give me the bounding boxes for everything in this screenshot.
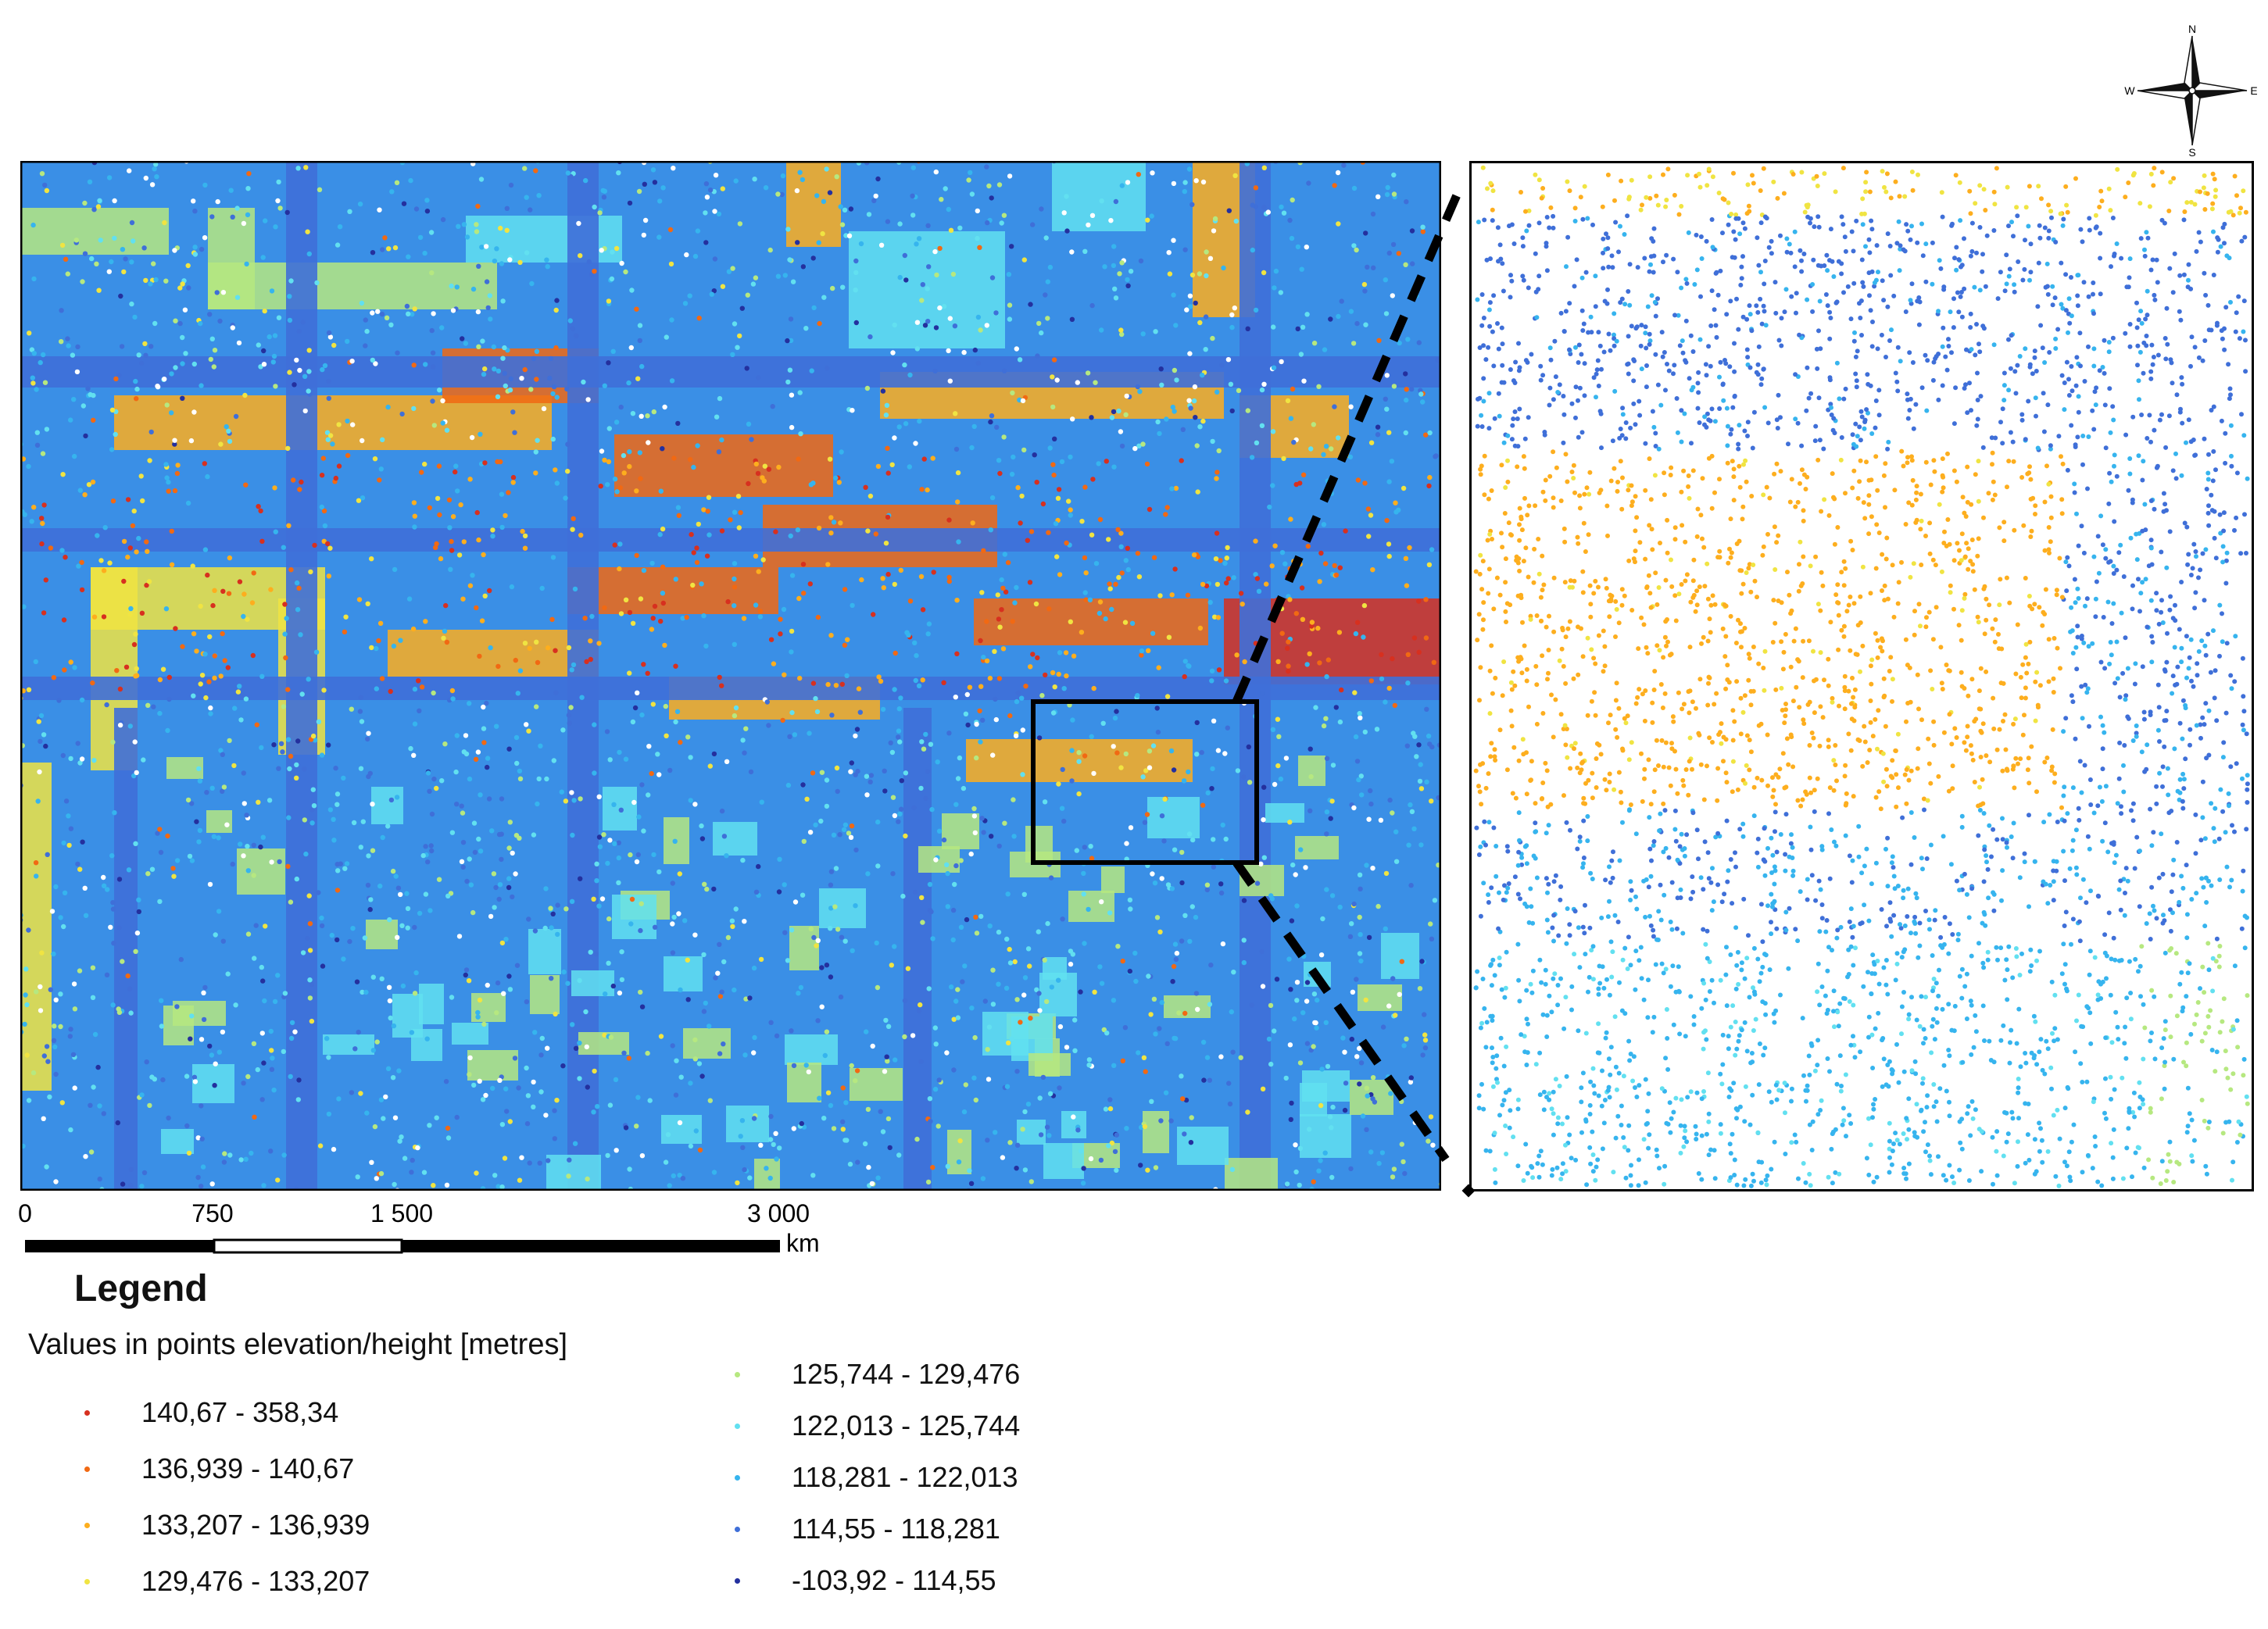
- legend-item: 136,939 - 140,67: [0, 1449, 354, 1488]
- legend-item-label: 140,67 - 358,34: [141, 1396, 339, 1428]
- inset-map-panel: [1469, 161, 2254, 1192]
- legend-item: -103,92 - 114,55: [650, 1561, 996, 1600]
- legend-swatch: [84, 1578, 90, 1584]
- legend-swatch: [735, 1577, 740, 1584]
- main-map-frame: [20, 161, 1441, 1191]
- scale-tick-0: 0: [18, 1199, 32, 1227]
- legend-item-label: 129,476 - 133,207: [141, 1565, 370, 1597]
- legend-item-label: 122,013 - 125,744: [792, 1409, 1021, 1441]
- main-map-features: [20, 161, 1441, 1191]
- legend-item: 129,476 - 133,207: [0, 1562, 370, 1601]
- legend: Legend Values in points elevation/height…: [0, 1250, 1094, 1625]
- scale-tick-3000: 3 000: [747, 1199, 810, 1227]
- legend-item-label: 136,939 - 140,67: [141, 1452, 355, 1484]
- legend-item: 140,67 - 358,34: [0, 1393, 338, 1432]
- legend-swatch: [84, 1466, 90, 1472]
- legend-swatch: [735, 1371, 740, 1377]
- legend-item-label: -103,92 - 114,55: [792, 1564, 996, 1596]
- legend-swatch: [735, 1423, 740, 1429]
- scale-bar: 0 750 1 500 3 000 km: [18, 1199, 820, 1257]
- compass-rose-icon: N S E W: [2124, 23, 2257, 159]
- legend-swatch: [84, 1522, 90, 1528]
- scale-tick-750: 750: [191, 1199, 233, 1227]
- legend-title: Legend: [74, 1268, 208, 1309]
- compass-label-n: N: [2188, 23, 2196, 35]
- legend-item: 133,207 - 136,939: [0, 1506, 370, 1545]
- legend-item-label: 133,207 - 136,939: [141, 1509, 370, 1541]
- zoom-connector-lower: [1232, 859, 1450, 1163]
- legend-item-label: 125,744 - 129,476: [792, 1358, 1021, 1390]
- scale-segment-1: [25, 1240, 214, 1252]
- inset-corner-marker: [1461, 1184, 1476, 1198]
- main-map-point-cloud: [20, 161, 1441, 1191]
- scale-tick-1500: 1 500: [370, 1199, 433, 1227]
- compass-label-e: E: [2250, 84, 2257, 97]
- legend-subtitle: Values in points elevation/height [metre…: [28, 1328, 568, 1361]
- zoom-connector-upper: [1232, 182, 1466, 704]
- legend-item: 114,55 - 118,281: [650, 1509, 1000, 1549]
- compass-label-w: W: [2124, 84, 2135, 97]
- legend-item: 122,013 - 125,744: [650, 1406, 1020, 1445]
- compass-label-s: S: [2188, 146, 2195, 159]
- zoom-connector-lines: [1232, 182, 1476, 1198]
- legend-item-label: 118,281 - 122,013: [792, 1461, 1018, 1493]
- legend-item: 118,281 - 122,013: [650, 1458, 1018, 1497]
- legend-item: 125,744 - 129,476: [650, 1355, 1020, 1394]
- main-map-panel: [20, 161, 1441, 1191]
- inset-map-frame: [1469, 161, 2254, 1191]
- scale-segment-3: [402, 1240, 780, 1252]
- legend-swatch: [735, 1526, 740, 1532]
- zoom-extent-box: [1031, 699, 1259, 865]
- legend-swatch: [735, 1474, 740, 1481]
- inset-map-point-cloud: [1473, 165, 2250, 1188]
- legend-item-label: 114,55 - 118,281: [792, 1513, 1000, 1545]
- scale-unit: km: [786, 1229, 820, 1257]
- main-map-background: [20, 161, 1441, 1191]
- legend-swatch: [84, 1409, 90, 1416]
